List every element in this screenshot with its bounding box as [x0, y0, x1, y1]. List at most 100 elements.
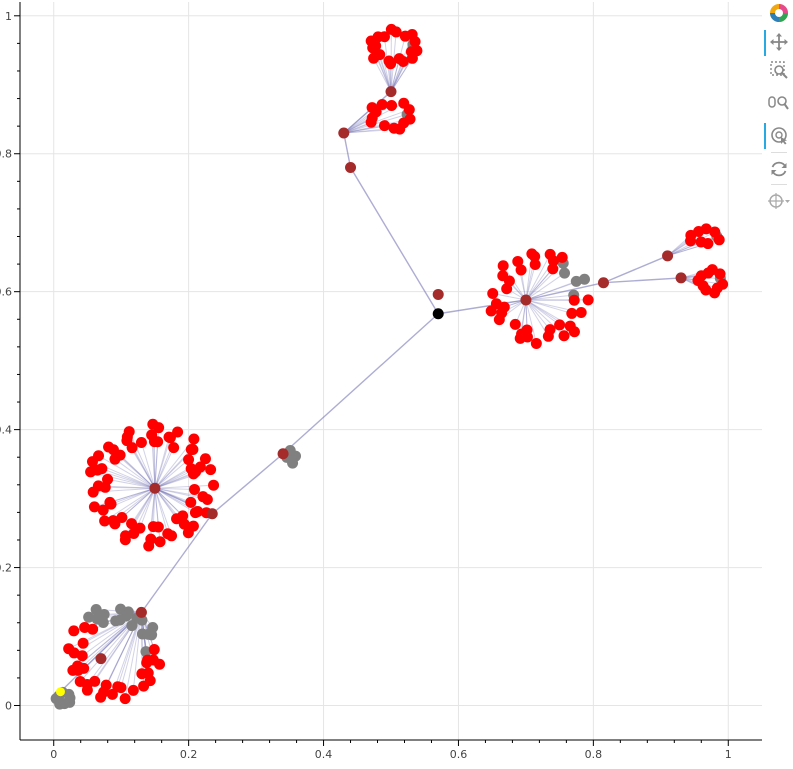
spoke-edge	[139, 488, 156, 529]
spoke-edge	[121, 487, 156, 518]
gray-node	[90, 604, 102, 616]
leaf-node	[700, 284, 712, 296]
leaf-node	[81, 684, 93, 696]
gray-node	[91, 613, 103, 625]
leaf-node	[72, 664, 84, 676]
leaf-node	[144, 675, 156, 687]
spoke-edge	[97, 469, 156, 489]
hub-node	[385, 86, 397, 98]
spoke-edge	[525, 299, 551, 330]
leaf-node	[127, 684, 139, 696]
hover-icon[interactable]	[767, 189, 791, 213]
tap-icon[interactable]	[764, 123, 791, 149]
wheel-zoom-icon[interactable]	[767, 90, 791, 114]
leaf-node	[529, 259, 541, 271]
spoke-edge	[525, 268, 554, 301]
spoke-edge	[154, 436, 170, 489]
spoke-edge	[525, 264, 536, 301]
hub-node	[206, 508, 218, 520]
leaf-node	[148, 644, 160, 656]
leaf-node	[185, 496, 197, 508]
leaf-node	[143, 540, 155, 552]
spoke-edge	[107, 478, 156, 489]
leaf-node	[164, 432, 176, 444]
spoke-edge	[117, 612, 142, 687]
leaf-node	[497, 260, 509, 272]
hub-node	[277, 448, 289, 460]
hub-node	[432, 288, 444, 300]
leaf-node	[147, 418, 159, 430]
leaf-node	[166, 530, 178, 542]
leaf-node	[404, 113, 416, 125]
leaf-node	[77, 637, 89, 649]
leaf-node	[556, 251, 568, 263]
hub-node	[662, 250, 674, 262]
gray-node	[142, 628, 154, 640]
spoke-edge	[131, 447, 156, 489]
leaf-node	[485, 305, 497, 317]
grid-lines	[20, 2, 762, 740]
leaf-node	[107, 515, 119, 527]
spoke-edge	[114, 458, 156, 489]
gray-node	[140, 646, 152, 658]
spoke-edge	[154, 487, 196, 514]
leaf-node	[568, 326, 580, 338]
leaf-node	[177, 510, 189, 522]
leaf-node	[96, 463, 108, 475]
leaf-node	[183, 454, 195, 466]
y-tick-label: 0.2	[0, 562, 12, 575]
box-zoom-icon[interactable]	[767, 58, 791, 82]
spoke-edge	[154, 488, 173, 536]
leaf-node	[146, 429, 158, 441]
leaf-node	[205, 464, 217, 476]
leaf-node	[68, 625, 80, 637]
nodes-layer	[50, 23, 729, 710]
leaf-node	[568, 294, 580, 306]
main-edge	[349, 167, 439, 315]
main-edge	[343, 132, 352, 168]
spoke-edge	[101, 468, 156, 489]
axes-layer: 0 0.2 0.4 0.6 0.8 1 0 0.2 0.4 0.6 0.8 1	[0, 2, 762, 761]
bokeh-logo-icon[interactable]	[767, 1, 791, 25]
spoke-edge	[154, 437, 171, 489]
leaf-node	[107, 444, 119, 456]
hub-node	[675, 272, 687, 284]
pan-icon[interactable]	[764, 30, 791, 56]
leaf-node	[397, 55, 409, 67]
highlight-node	[55, 687, 65, 697]
hub-node	[95, 653, 107, 665]
leaf-node	[717, 278, 729, 290]
spoke-edge	[525, 254, 551, 301]
leaf-node	[521, 331, 533, 343]
spoke-edge	[109, 487, 156, 503]
leaf-node	[530, 337, 542, 349]
leaf-node	[85, 466, 97, 478]
spoke-edge	[153, 441, 156, 489]
spoke-edge	[154, 488, 169, 534]
spoke-edge	[154, 487, 177, 520]
spoke-edge	[525, 299, 560, 326]
spoke-edge	[525, 294, 574, 301]
spoke-edge	[525, 280, 577, 301]
x-tick-label: 0.8	[585, 748, 603, 761]
leaf-node	[411, 45, 423, 57]
gray-node	[578, 273, 590, 285]
reset-icon[interactable]	[767, 157, 791, 181]
leaf-node	[152, 521, 164, 533]
leaf-node	[374, 49, 386, 61]
leaf-node	[178, 518, 190, 530]
leaf-node	[99, 515, 111, 527]
leaf-node	[566, 307, 578, 319]
leaf-node	[386, 99, 398, 111]
hub-node	[520, 294, 532, 306]
spoke-edge	[124, 612, 142, 699]
leaf-node	[199, 453, 211, 465]
spoke-edge	[154, 473, 194, 489]
spoke-edge	[120, 612, 142, 688]
main-edge	[603, 277, 682, 284]
spoke-edge	[154, 484, 214, 489]
plot-toolbar	[763, 0, 793, 220]
leaf-node	[168, 442, 180, 454]
spoke-edge	[154, 487, 204, 498]
